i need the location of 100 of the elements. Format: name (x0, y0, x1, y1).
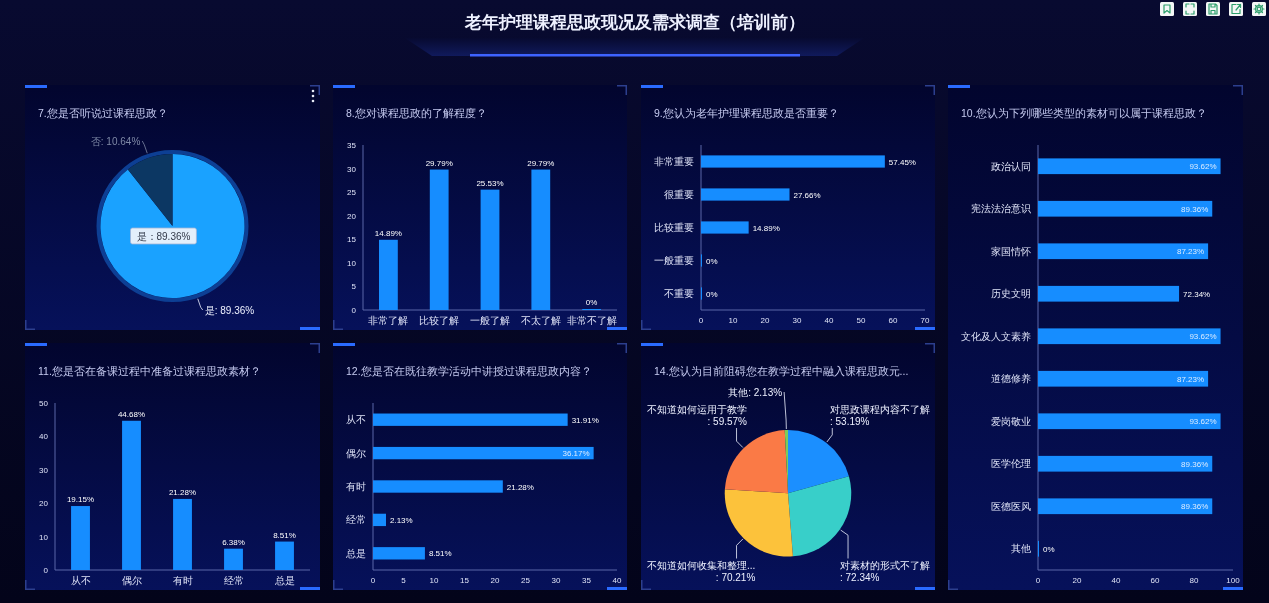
x-tick-label: 60 (888, 316, 898, 325)
data-label: 93.62% (1189, 332, 1217, 342)
data-label: 93.62% (1189, 417, 1217, 427)
y-tick-label: 很重要 (664, 189, 694, 200)
y-tick-label: 5 (351, 282, 357, 292)
y-tick-label: 总是 (345, 547, 366, 559)
x-tick-label: 40 (1111, 576, 1121, 585)
slice-label: 对思政课程内容不了解 (830, 403, 930, 415)
x-tick-label: 80 (1189, 576, 1199, 585)
x-tick-label: 非常不了解 (566, 315, 617, 326)
data-label: 0% (706, 256, 718, 266)
y-tick-label: 爱岗敬业 (991, 415, 1031, 427)
y-tick-label: 有时 (346, 481, 366, 492)
data-label: 87.23% (1176, 247, 1205, 257)
y-tick-label: 非常重要 (654, 156, 694, 167)
x-tick-label: 60 (1150, 576, 1160, 585)
x-tick-label: 偶尔 (121, 575, 142, 586)
y-tick-label: 35 (347, 141, 357, 150)
y-tick-label: 历史文明 (991, 288, 1031, 300)
y-tick-label: 20 (39, 499, 49, 509)
y-tick-label: 0 (351, 306, 357, 315)
slice-label: 其他: 2.13% (728, 387, 783, 398)
slice-label: 对素材的形式不了解 (840, 559, 930, 571)
data-label: 29.79% (527, 158, 555, 168)
data-label: 0% (706, 289, 718, 299)
y-tick-label: 0 (43, 566, 49, 575)
slice-label: 是: 89.36% (204, 305, 255, 316)
data-label: 29.79% (425, 158, 453, 168)
chart-title: 11.您是否在备课过程中准备过课程思政素材？ (38, 365, 261, 377)
data-label: 8.51% (428, 549, 452, 559)
slice-label: 不知道如何运用于教学 (647, 403, 747, 415)
text: 是：89.36% (136, 230, 191, 242)
data-label: 72.34% (1183, 289, 1211, 299)
data-label: 57.45% (888, 157, 916, 167)
x-tick-label: 15 (460, 576, 470, 585)
chart-title: 10.您认为下列哪些类型的素材可以属于课程思政？ (961, 107, 1207, 119)
x-tick-label: 20 (760, 316, 770, 325)
y-tick-label: 从不 (346, 414, 366, 426)
data-label: 14.89% (374, 228, 402, 238)
x-tick-label: 0 (1035, 576, 1041, 585)
x-tick-label: 总是 (273, 575, 295, 586)
data-label: 6.38% (222, 537, 245, 547)
y-tick-label: 一般重要 (654, 255, 694, 266)
chart-title: 8.您对课程思政的了解程度？ (346, 107, 487, 119)
data-label: 93.62% (1189, 162, 1217, 172)
chart-title: 9.您认为老年护理课程思政是否重要？ (654, 107, 839, 119)
x-tick-label: 一般了解 (470, 315, 510, 326)
y-tick-label: 其他 (1011, 543, 1031, 555)
x-tick-label: 50 (856, 316, 866, 325)
x-tick-label: 25 (521, 576, 531, 585)
y-tick-label: 50 (39, 399, 49, 408)
data-label: 36.17% (562, 449, 590, 459)
x-tick-label: 不太了解 (520, 315, 561, 326)
x-tick-label: 100 (1226, 576, 1241, 585)
y-tick-label: 10 (39, 532, 49, 542)
data-label: : 72.34% (840, 572, 880, 583)
x-tick-label: 非常了解 (368, 315, 409, 326)
text: 老年护理课程思政现况及需求调查（培训前） (463, 13, 805, 32)
x-tick-label: 10 (728, 316, 738, 325)
data-label: 0% (585, 298, 598, 307)
slice-label: 否: 10.64% (90, 136, 141, 147)
y-tick-label: 经常 (346, 514, 366, 526)
x-tick-label: 35 (582, 576, 592, 585)
data-label: 21.28% (168, 487, 197, 497)
x-tick-label: 10 (429, 576, 439, 585)
y-tick-label: 医德医风 (991, 500, 1031, 512)
x-tick-label: 40 (824, 316, 834, 325)
y-tick-label: 家国情怀 (991, 245, 1031, 257)
x-tick-label: 30 (551, 576, 561, 585)
chart-title: 12.您是否在既往教学活动中讲授过课程思政内容？ (346, 365, 592, 377)
data-label: 87.23% (1176, 374, 1205, 384)
y-tick-label: 20 (347, 211, 357, 221)
data-label: 27.66% (793, 190, 821, 200)
data-label: 14.89% (752, 223, 780, 233)
x-tick-label: 有时 (172, 575, 193, 586)
x-tick-label: 经常 (223, 575, 244, 586)
x-tick-label: 0 (698, 316, 704, 325)
y-tick-label: 宪法法治意识 (971, 203, 1031, 215)
x-tick-label: 40 (612, 576, 622, 585)
x-tick-label: 20 (1072, 576, 1082, 585)
x-tick-label: 70 (920, 316, 930, 325)
data-label: 21.28% (506, 482, 534, 492)
data-label: 2.13% (389, 515, 413, 525)
x-tick-label: 5 (401, 576, 407, 585)
x-tick-label: 30 (792, 316, 802, 325)
data-label: 8.51% (273, 530, 296, 540)
y-tick-label: 30 (347, 164, 357, 174)
y-tick-label: 15 (347, 235, 357, 245)
data-label: 31.91% (571, 415, 599, 425)
y-tick-label: 比较重要 (654, 222, 694, 233)
x-tick-label: 20 (490, 576, 500, 585)
y-tick-label: 政治认同 (991, 160, 1031, 172)
data-label: : 59.57% (707, 416, 748, 427)
y-tick-label: 40 (39, 432, 49, 442)
x-tick-label: 0 (370, 576, 376, 585)
data-label: : 70.21% (715, 572, 756, 583)
data-label: 89.36% (1181, 204, 1209, 214)
data-label: 19.15% (66, 495, 95, 505)
x-tick-label: 比较了解 (419, 315, 460, 326)
chart-title: 14.您认为目前阻碍您在教学过程中融入课程思政元... (654, 365, 909, 377)
